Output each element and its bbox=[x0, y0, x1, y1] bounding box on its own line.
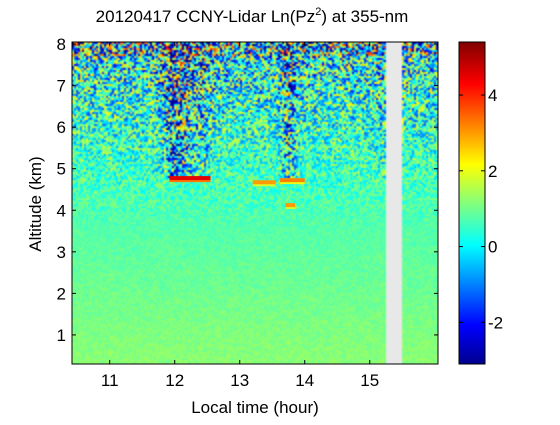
x-tick-label: 11 bbox=[101, 371, 119, 390]
colorbar-tick-label: 0 bbox=[488, 238, 497, 257]
x-tick-label: 15 bbox=[360, 371, 379, 390]
y-tick-label: 6 bbox=[57, 118, 66, 137]
y-tick-label: 7 bbox=[57, 77, 66, 96]
x-tick-label: 14 bbox=[295, 371, 314, 390]
colorbar bbox=[458, 41, 486, 365]
heatmap-image bbox=[72, 42, 438, 364]
x-axis: 11 12 13 14 15 bbox=[101, 42, 379, 390]
cloud-layer-3 bbox=[280, 178, 305, 184]
cloud-layer-edge-1 bbox=[169, 180, 211, 183]
y-tick-label: 3 bbox=[57, 243, 66, 262]
y-tick-label: 5 bbox=[57, 160, 66, 179]
plot-frame bbox=[71, 41, 439, 365]
cloud-layer-edge-4 bbox=[285, 207, 295, 210]
colorbar-tick-label: 4 bbox=[488, 86, 497, 105]
cloud-layer-4 bbox=[285, 203, 295, 209]
y-axis-label: Altitude (km) bbox=[26, 156, 45, 251]
colorbar-tick-label: 2 bbox=[488, 162, 497, 181]
colorbar-tick-label: -2 bbox=[488, 313, 503, 332]
y-tick-label: 8 bbox=[57, 35, 66, 54]
x-axis-label: Local time (hour) bbox=[191, 398, 319, 417]
x-tick-label: 12 bbox=[165, 371, 184, 390]
chart-title: 20120417 CCNY-Lidar Ln(Pz2) at 355-nm bbox=[96, 6, 409, 26]
cloud-layers bbox=[169, 176, 305, 210]
cloud-layer-edge-2 bbox=[252, 184, 276, 187]
y-tick-label: 4 bbox=[57, 201, 66, 220]
y-tick-label: 2 bbox=[57, 284, 66, 303]
cloud-layer-edge-3 bbox=[280, 182, 305, 185]
colorbar-axis: 4 2 0 -2 bbox=[459, 86, 503, 332]
x-tick-label: 13 bbox=[230, 371, 249, 390]
y-axis: 1 2 3 4 5 6 7 8 bbox=[57, 35, 438, 345]
cloud-layer-1 bbox=[169, 176, 211, 182]
y-tick-label: 1 bbox=[57, 326, 66, 345]
cloud-layer-2 bbox=[252, 180, 276, 186]
